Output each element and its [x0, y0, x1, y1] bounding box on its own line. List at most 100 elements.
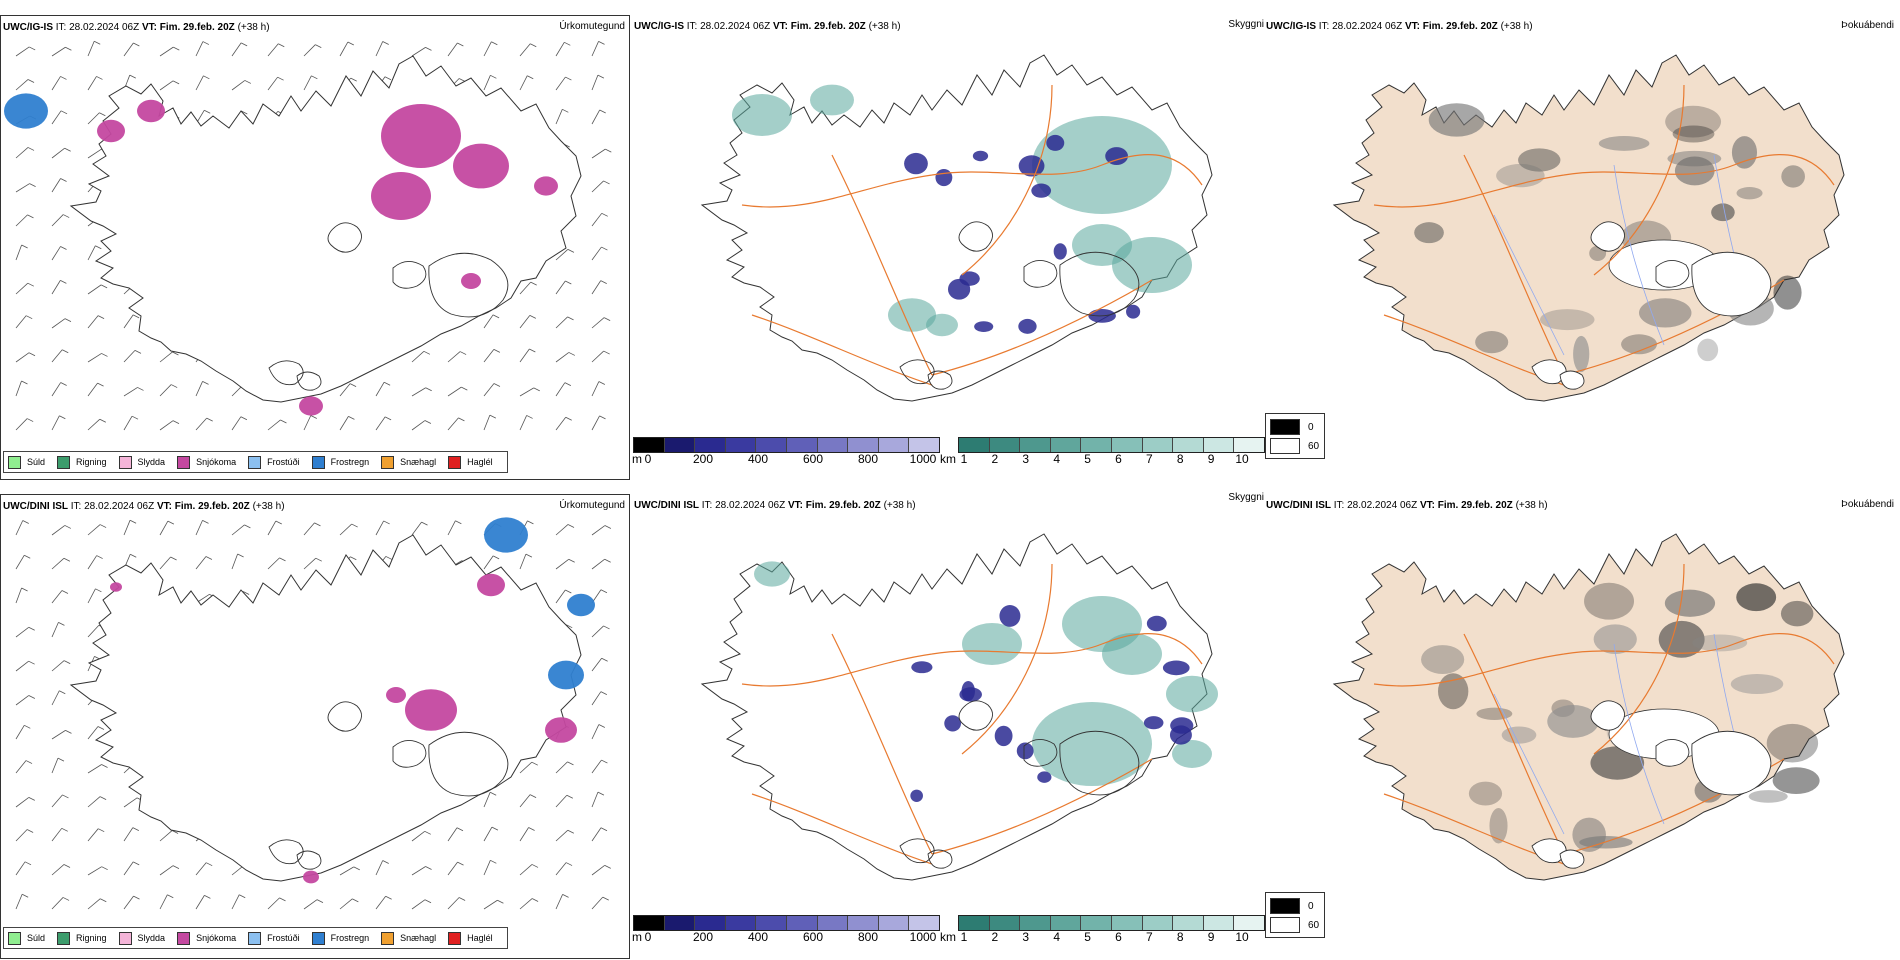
cloud-base-unit: m — [632, 452, 642, 466]
colorbar-segment — [817, 438, 849, 452]
precip-legend: Súld Rigning Slydda Snjókoma Frostúði Fr… — [3, 451, 508, 473]
glacier-outline — [1590, 700, 1625, 731]
colorbar-segment — [725, 438, 757, 452]
roads — [1373, 563, 1835, 865]
precip-area — [386, 687, 406, 703]
visibility-area — [1102, 633, 1162, 675]
colorbar-tick-label: 4 — [1053, 930, 1060, 944]
colorbar-tick-label: 8 — [1176, 930, 1184, 944]
colorbar-segment — [1173, 916, 1204, 930]
legend-item-rigning: Rigning — [57, 455, 107, 469]
iceland-map — [1332, 533, 1845, 881]
fog-legend: 0 60 — [1265, 892, 1325, 938]
visibility-area — [1112, 237, 1192, 293]
glacier-outline — [1559, 370, 1585, 390]
colorbar-segment — [909, 916, 939, 930]
fog-area — [1766, 723, 1819, 763]
colorbar-tick-label: 0 — [644, 930, 652, 944]
colorbar-tick-label: 7 — [1145, 452, 1153, 466]
glacier-outline — [958, 221, 993, 252]
colorbar-tick-label: 2 — [991, 452, 999, 466]
colorbar-segment — [848, 916, 879, 930]
panel-header: UWC/IG-IS IT: 28.02.2024 06Z VT: Fim. 29… — [1266, 21, 1533, 32]
cloud-base-area — [1016, 742, 1034, 760]
visibility-area — [1166, 675, 1218, 713]
cloud-base-unit: m — [632, 930, 642, 944]
fog-swatch — [1270, 917, 1300, 933]
cloud-base-area — [1143, 716, 1164, 730]
colorbar-segment — [1142, 916, 1174, 930]
fog-map-top — [1332, 54, 1845, 402]
legend-item-frostregn: Frostregn — [311, 931, 369, 945]
fog-area — [1780, 600, 1814, 627]
legend-swatch — [8, 931, 21, 945]
colorbar-tick-label: 2 — [991, 930, 999, 944]
fog-area — [1501, 726, 1537, 744]
colorbar-segment — [756, 916, 787, 930]
colorbar-segment — [1020, 916, 1051, 930]
precip-area — [534, 176, 558, 196]
glacier-outline — [268, 839, 304, 865]
glacier-outline — [1590, 221, 1625, 252]
iceland-map — [4, 40, 612, 431]
visibility-colorbar — [958, 915, 1265, 931]
colorbar-segment — [1203, 916, 1235, 930]
visibility-panel-bottom: UWC/DINI ISL IT: 28.02.2024 06Z VT: Fim.… — [632, 492, 1264, 959]
visibility-panel-top: UWC/IG-IS IT: 28.02.2024 06Z VT: Fim. 29… — [632, 15, 1264, 480]
precip-area — [303, 870, 319, 884]
colorbar-tick-label: 400 — [747, 930, 769, 944]
coastline — [69, 534, 582, 882]
legend-swatch — [248, 455, 262, 469]
cloud-base-area — [1046, 134, 1065, 151]
glacier-outline — [296, 371, 322, 391]
fog-legend-item: 60 — [1270, 917, 1319, 933]
cloud-base-area — [1105, 147, 1128, 166]
colorbar-segment — [664, 438, 696, 452]
colorbar-tick-label: 1 — [960, 452, 968, 466]
colorbar-tick-label: 6 — [1115, 452, 1122, 466]
colorbar-tick-label: 10 — [1235, 930, 1249, 944]
legend-item-slydda: Slydda — [118, 455, 165, 469]
cloud-base-area — [1018, 155, 1045, 177]
colorbar-segment — [1234, 916, 1264, 930]
legend-swatch — [8, 455, 21, 469]
fog-swatch — [1270, 438, 1300, 454]
cloud-base-area — [972, 150, 989, 162]
fog-swatch — [1270, 419, 1300, 435]
glacier-outline — [392, 740, 427, 768]
legend-swatch — [177, 931, 191, 945]
fog-area — [1730, 674, 1784, 695]
colorbar-segment — [695, 916, 726, 930]
legend-item-snaehagl: Snæhagl — [381, 455, 436, 469]
legend-item-rigning: Rigning — [57, 931, 107, 945]
cloud-base-area — [974, 321, 994, 332]
precip-area — [137, 99, 165, 123]
colorbar-tick-label: 800 — [857, 452, 879, 466]
colorbar-tick-label: 600 — [802, 452, 824, 466]
fog-area — [1573, 335, 1590, 373]
fog-area — [1428, 103, 1485, 137]
precip-map-bottom — [15, 517, 612, 910]
fog-area — [1489, 808, 1508, 844]
panel-title: Skyggni — [1228, 19, 1264, 30]
colorbar-segment — [1111, 916, 1143, 930]
fog-area — [1468, 781, 1503, 806]
legend-swatch — [118, 931, 132, 945]
visibility-unit: km — [940, 452, 956, 466]
fog-area — [1421, 645, 1465, 674]
panel-header: UWC/IG-IS IT: 28.02.2024 06Z VT: Fim. 29… — [634, 21, 901, 32]
legend-swatch — [57, 455, 71, 469]
glacier-outline — [1691, 251, 1772, 317]
precip-area — [461, 273, 481, 289]
colorbar-segment — [664, 916, 696, 930]
coastline — [700, 533, 1213, 881]
legend-swatch — [311, 931, 325, 945]
colorbar-tick-label: 3 — [1022, 452, 1030, 466]
legend-swatch — [57, 931, 71, 945]
fog-area — [1593, 624, 1637, 654]
colorbar-segment — [878, 916, 910, 930]
colorbar-segment — [786, 916, 818, 930]
legend-swatch — [448, 455, 462, 469]
cloud-base-area — [911, 661, 933, 674]
precip-area — [299, 396, 323, 416]
